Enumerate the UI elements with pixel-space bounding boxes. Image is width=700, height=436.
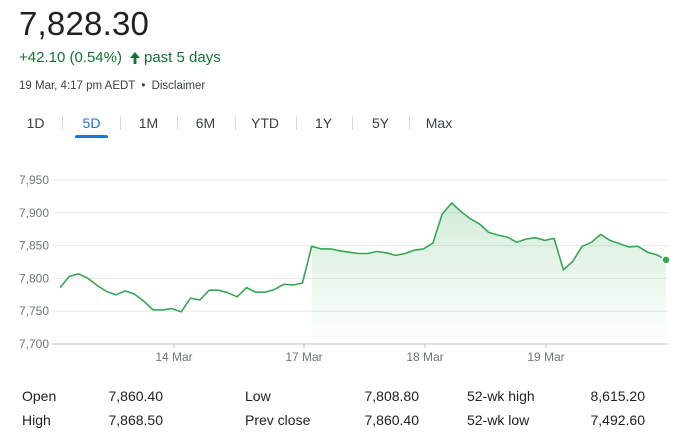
y-tick-label: 7,900 [19, 206, 49, 220]
price-line [59, 202, 667, 313]
stat-prev-close-value: 7,860.40 [364, 412, 420, 428]
x-tick-label: 19 Mar [527, 350, 564, 364]
stat-low-value: 7,808.80 [364, 388, 420, 404]
tab-divider [177, 116, 178, 130]
x-tick-label: 18 Mar [406, 350, 443, 364]
stat-high-value: 7,868.50 [108, 412, 164, 428]
tab-divider [62, 116, 63, 130]
stat-52wk-high-label: 52-wk high [467, 388, 535, 404]
stat-open-label: Open [22, 388, 57, 404]
tab-ytd[interactable]: YTD [251, 115, 279, 131]
tab-divider [352, 116, 353, 130]
stat-52wk-low-label: 52-wk low [467, 412, 530, 428]
tab-divider [120, 116, 121, 130]
y-tick-label: 7,750 [19, 304, 49, 318]
x-tick-label: 17 Mar [285, 350, 322, 364]
tab-1d[interactable]: 1D [26, 115, 45, 131]
y-tick-label: 7,850 [19, 239, 49, 253]
last-price-dot [661, 255, 671, 265]
tab-1y[interactable]: 1Y [314, 115, 333, 131]
quote-timestamp: 19 Mar, 4:17 pm AEDT [19, 80, 136, 92]
tab-1m[interactable]: 1M [138, 115, 159, 131]
price-chart[interactable]: 7,950 7,900 7,850 7,800 7,750 7,700 14 Mar 17 M… [0, 160, 700, 370]
price-area [311, 203, 666, 344]
meta-separator: • [141, 80, 146, 92]
quote-meta: 19 Mar, 4:17 pm AEDT • Disclaimer [19, 78, 205, 94]
y-tick-label: 7,700 [19, 337, 49, 351]
y-tick-label: 7,950 [19, 173, 49, 187]
tab-5d[interactable]: 5D [75, 112, 108, 138]
stat-high-label: High [22, 412, 51, 428]
change-period: past 5 days [144, 49, 221, 66]
range-tabs: 1D 5D 1M 6M YTD 1Y 5Y Max [0, 112, 700, 138]
disclaimer-link[interactable]: Disclaimer [151, 80, 206, 92]
price-change: +42.10 (0.54%) [19, 49, 122, 66]
tab-divider [235, 116, 236, 130]
arrow-up-icon [128, 50, 142, 66]
tab-6m[interactable]: 6M [195, 115, 216, 131]
tab-divider [296, 116, 297, 130]
tab-5y[interactable]: 5Y [371, 115, 390, 131]
stat-52wk-high-value: 8,615.20 [590, 388, 646, 404]
stat-52wk-low-value: 7,492.60 [590, 412, 646, 428]
y-tick-label: 7,800 [19, 271, 49, 285]
tab-divider [409, 116, 410, 130]
stat-open-value: 7,860.40 [108, 388, 164, 404]
tab-max[interactable]: Max [425, 115, 453, 131]
stat-low-label: Low [245, 388, 271, 404]
current-price: 7,828.30 [19, 5, 150, 42]
x-tick-label: 14 Mar [155, 350, 192, 364]
stat-prev-close-label: Prev close [245, 412, 311, 428]
price-change-row: +42.10 (0.54%) past 5 days [19, 48, 221, 68]
